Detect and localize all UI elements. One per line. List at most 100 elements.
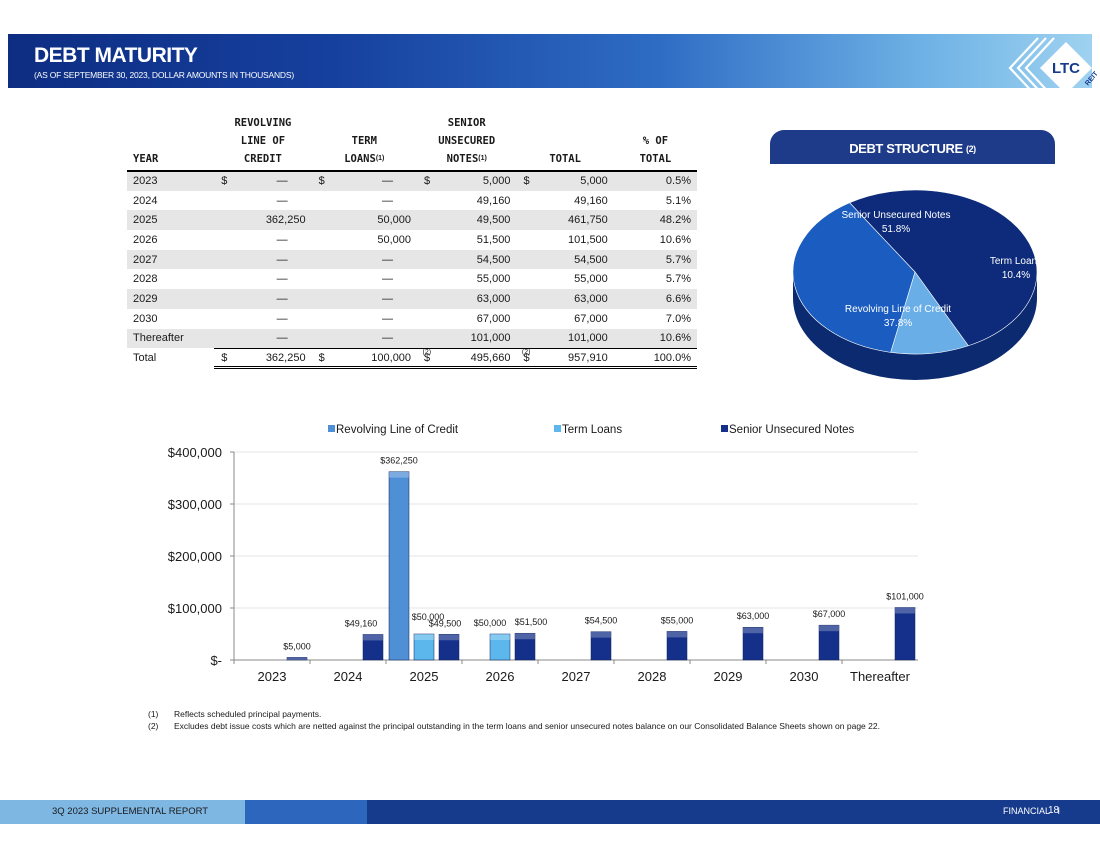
cell-senior: 49,160 — [476, 194, 511, 207]
pie-slice-term-loans — [890, 271, 969, 355]
bar-term-loans — [413, 633, 435, 661]
bar-highlight — [439, 634, 459, 641]
cell-senior: 63,000 — [417, 289, 517, 309]
table-row: 2024 — — 49,160 49,160 5.1% — [127, 191, 697, 211]
data-label: $50,000 — [412, 612, 445, 622]
debt-maturity-bar-chart: $- $100,000 $200,000 $300,000 $400,000 2023 $5… — [168, 424, 924, 684]
cell-term: $ — — [311, 171, 418, 191]
cell-year: 2028 — [133, 273, 158, 286]
data-label: $51,500 — [515, 617, 548, 627]
cell-year: 2030 — [133, 312, 158, 325]
cell-year: Thereafter — [127, 328, 215, 349]
page-footer: 3Q 2023 SUPPLEMENTAL REPORT FINANCIAL I … — [0, 800, 1100, 824]
cell-senior: $5,000 — [417, 171, 517, 191]
cell-senior: 54,500 — [417, 249, 517, 270]
legend-label: Revolving Line of Credit — [336, 424, 459, 436]
data-label: $101,000 — [886, 591, 924, 601]
bar-highlight — [490, 634, 510, 640]
x-tick-label: 2028 — [638, 669, 667, 684]
bar-senior-unsecured-notes — [362, 634, 384, 661]
cell-year: 2026 — [133, 233, 158, 246]
legend-swatch — [721, 425, 728, 432]
legend-label: Term Loans — [562, 424, 622, 436]
cell-pct: 7.0% — [665, 312, 691, 325]
bar-senior-unsecured-notes — [666, 631, 688, 661]
y-tick-label: $300,000 — [168, 497, 222, 512]
x-tick-label: 2023 — [258, 669, 287, 684]
cell-total: 461,750 — [516, 210, 614, 231]
cell-year: 2025 — [127, 210, 215, 231]
footnotes: (1) Reflects scheduled principal payments… — [148, 708, 880, 732]
cell-pct: 48.2% — [613, 210, 697, 231]
page-subtitle: (AS OF SEPTEMBER 30, 2023, DOLLAR AMOUNT… — [34, 70, 294, 80]
cell-total: 49,160 — [574, 194, 608, 207]
pie-label-value: 37.8% — [884, 318, 912, 329]
cell-revolving: — — [276, 312, 288, 325]
data-label: $5,000 — [283, 641, 311, 651]
cell-total: $5,000 — [516, 171, 614, 191]
pie-title: DEBT STRUCTURE (2) — [770, 130, 1055, 164]
legend-label: Senior Unsecured Notes — [729, 424, 855, 436]
cell-term: 50,000 — [311, 210, 418, 231]
table-row: 2027— —54,500 54,500 5.7% — [127, 249, 697, 270]
cell-revolving: — — [214, 328, 312, 349]
debt-structure-pie-chart: Senior Unsecured Notes 51.8% Term Loans 10.… — [792, 189, 1042, 380]
bar-highlight — [515, 633, 535, 640]
bar-senior-unsecured-notes — [590, 631, 612, 661]
cell-senior: 51,500 — [476, 233, 511, 246]
table-row: 2030 — — 67,000 67,000 7.0% — [127, 309, 697, 329]
data-label: $49,500 — [429, 618, 462, 628]
legend-swatch — [554, 425, 561, 432]
data-label: $362,250 — [380, 456, 418, 466]
x-tick-label: 2024 — [334, 669, 363, 684]
cell-term: — — [311, 328, 418, 349]
bar-highlight — [287, 657, 307, 660]
x-tick-label: 2027 — [562, 669, 591, 684]
cell-term: — — [311, 249, 418, 270]
cell-term: — — [311, 289, 418, 309]
debt-maturity-table: YEAR REVOLVING LINE OF CREDIT TERM LOANS(1)… — [127, 114, 697, 370]
page-header: DEBT MATURITY (AS OF SEPTEMBER 30, 2023,… — [8, 34, 1100, 99]
cell-total: 101,000 — [516, 328, 614, 349]
pie-label-name: Term Loans — [990, 256, 1042, 267]
table-row: 2028 — — 55,000 55,000 5.7% — [127, 269, 697, 289]
footnote-2: (2) Excludes debt issue costs which are n… — [148, 721, 880, 731]
bar-highlight — [363, 634, 383, 641]
bar-highlight — [743, 627, 763, 634]
x-tick-label: Thereafter — [850, 669, 911, 684]
table-total-row: Total $362,250 $100,000 (2) $495,660 (2) $957,… — [127, 347, 697, 370]
legend-swatch — [328, 425, 335, 432]
cell-total: 55,000 — [574, 273, 608, 286]
page-title: DEBT MATURITY — [34, 44, 198, 67]
x-tick-label: 2030 — [790, 669, 819, 684]
y-tick-label: $200,000 — [168, 549, 222, 564]
cell-pct: 100.0% — [613, 347, 697, 370]
report-name: 3Q 2023 SUPPLEMENTAL REPORT — [52, 806, 209, 817]
col-term: TERM LOANS(1) — [344, 135, 385, 165]
cell-year: 2023 — [127, 171, 215, 191]
cell-term: — — [382, 312, 394, 325]
bar-highlight — [667, 631, 687, 638]
pie-slice-revolving-line-of-credit — [792, 202, 916, 353]
table-row: 2026 — 50,000 51,500 101,500 10.6% — [127, 230, 697, 250]
bar-highlight — [895, 607, 915, 614]
bar-senior-unsecured-notes — [894, 607, 916, 661]
cell-term: — — [382, 273, 394, 286]
table-row: 2025 362,250 50,000 49,500 461,750 48.2% — [127, 210, 697, 231]
bar-senior-unsecured-notes — [286, 657, 308, 661]
pie-label-value: 10.4% — [1002, 270, 1030, 281]
y-tick-label: $100,000 — [168, 601, 222, 616]
pie-label-name: Senior Unsecured Notes — [842, 210, 951, 221]
logo-text: LTC — [1052, 60, 1080, 77]
cell-pct: 5.7% — [665, 273, 691, 286]
table-row: 2023 $ — $ — $5,000 $5,000 0.5% — [127, 171, 697, 191]
table-header-row: YEAR REVOLVING LINE OF CREDIT TERM LOANS(1)… — [127, 114, 697, 171]
cell-term: $100,000 (2) — [311, 347, 431, 370]
cell-year: 2029 — [127, 289, 215, 309]
y-tick-label: $- — [210, 653, 222, 668]
cell-pct: 5.1% — [665, 194, 691, 207]
table-row: Thereafter — —101,000 101,000 10.6% — [127, 328, 697, 349]
cell-revolving: 362,250 — [214, 210, 312, 231]
cell-senior: 67,000 — [476, 312, 511, 325]
bar-senior-unsecured-notes — [818, 624, 840, 661]
